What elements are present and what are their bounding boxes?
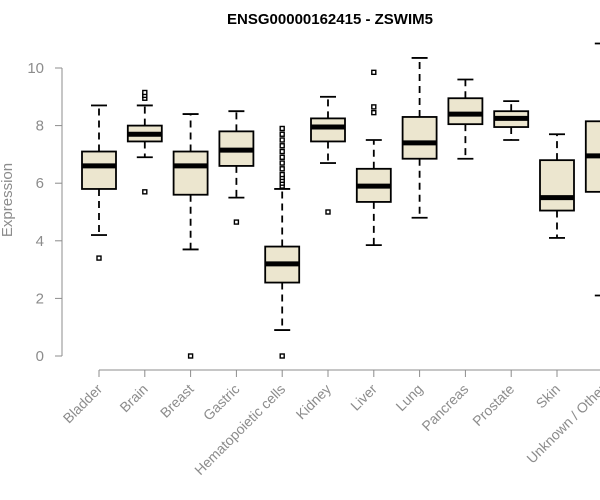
outlier-point [142, 189, 148, 195]
outlier-point [371, 69, 377, 76]
box-bladder [81, 104, 117, 261]
iqr-box [310, 117, 346, 143]
box-hematopoietic-cells [264, 125, 301, 359]
outlier-point [96, 255, 102, 261]
outlier-point [187, 353, 194, 359]
box-brain [126, 89, 163, 195]
outlier-point [233, 219, 240, 225]
iqr-box [401, 116, 438, 160]
x-tick-label: Hematopoietic cells [191, 381, 288, 478]
x-tick-label: Skin [533, 381, 564, 412]
y-tick-label: 6 [36, 175, 44, 192]
outlier-point [325, 209, 331, 215]
x-tick-label: Kidney [293, 381, 335, 423]
outlier-point [279, 353, 285, 359]
y-tick-label: 10 [27, 60, 44, 77]
box-breast [172, 113, 209, 359]
x-tick-label: Pancreas [418, 381, 471, 434]
iqr-box [81, 150, 117, 190]
y-tick-label: 2 [36, 290, 44, 307]
outlier-point [279, 143, 285, 149]
outlier-point [279, 125, 285, 132]
iqr-box [539, 159, 575, 212]
outlier-point [371, 109, 377, 116]
outlier-point [279, 137, 285, 143]
chart-title: ENSG00000162415 - ZSWIM5 [227, 11, 433, 28]
x-tick-label: Gastric [200, 381, 243, 424]
outlier-point [279, 171, 285, 178]
outlier-point [279, 160, 285, 166]
box-unknown-other [584, 42, 600, 297]
boxes-group [81, 42, 600, 359]
outlier-point [279, 131, 285, 137]
x-tick-label: Breast [157, 381, 197, 421]
box-skin [539, 133, 575, 239]
outlier-point [279, 154, 285, 160]
y-axis-label: Expression [0, 163, 16, 237]
iqr-box [172, 150, 209, 196]
x-tick-label: Lung [392, 381, 425, 414]
x-tick-label: Liver [347, 381, 380, 414]
outlier-point [371, 104, 377, 110]
box-prostate [493, 100, 530, 141]
x-tick-label: Prostate [469, 381, 517, 429]
outlier-point [279, 166, 285, 172]
box-gastric [218, 110, 255, 225]
x-tick-label: Brain [116, 381, 150, 415]
box-pancreas [447, 78, 484, 160]
iqr-box [447, 97, 484, 126]
box-kidney [310, 95, 346, 215]
x-tick-label: Bladder [60, 381, 106, 427]
outlier-point [142, 89, 148, 96]
y-tick-label: 0 [36, 348, 44, 365]
y-axis: 0 2 4 6 8 10 [27, 60, 63, 365]
box-liver [355, 69, 392, 247]
y-tick-label: 8 [36, 118, 44, 135]
outlier-point [279, 148, 285, 155]
box-lung [401, 57, 438, 219]
y-tick-label: 4 [36, 233, 44, 250]
